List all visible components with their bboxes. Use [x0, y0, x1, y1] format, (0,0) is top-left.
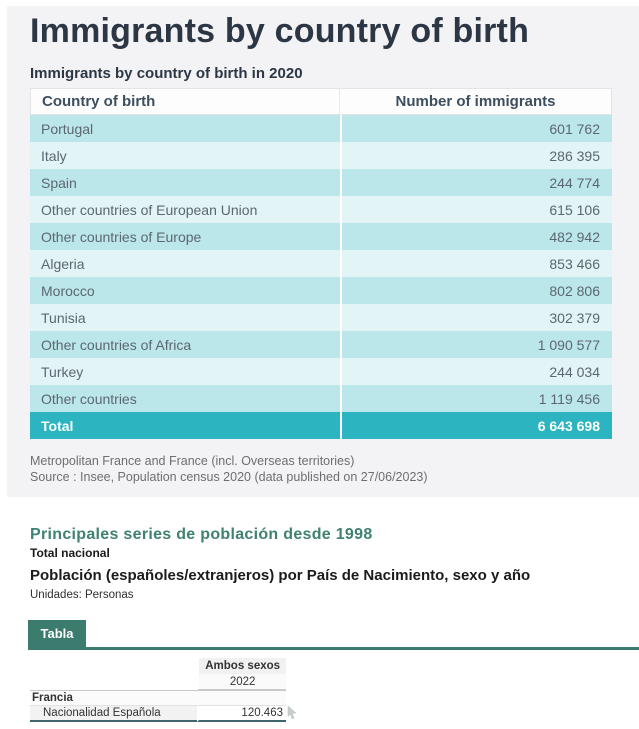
- cell-country: Other countries of European Union: [30, 196, 340, 223]
- ine-header-group-row: Ambos sexos: [30, 658, 286, 674]
- empty-cell: [30, 674, 197, 690]
- cell-value: 286 395: [340, 142, 612, 169]
- row-label-nacionalidad: Nacionalidad Española: [30, 706, 198, 722]
- table-caption: Immigrants by country of birth in 2020: [30, 65, 303, 82]
- table-header-row: Country of birth Number of immigrants: [30, 88, 612, 115]
- cell-value-2022[interactable]: 120.463: [197, 706, 297, 722]
- cell-value: 244 774: [340, 169, 612, 196]
- cell-country: Tunisia: [30, 304, 340, 331]
- value-text: 120.463: [241, 707, 283, 719]
- ine-group-row: Francia: [30, 690, 286, 706]
- ine-data-row: Nacionalidad Española 120.463: [30, 706, 297, 722]
- cell-country: Portugal: [30, 115, 340, 142]
- ine-dataset-title: Población (españoles/extranjeros) por Pa…: [30, 567, 531, 584]
- ine-series-title: Principales series de población desde 19…: [30, 526, 373, 543]
- tab-tabla[interactable]: Tabla: [28, 620, 86, 647]
- immigrants-table: Country of birth Number of immigrants Po…: [30, 88, 612, 439]
- table-footnotes: Metropolitan France and France (incl. Ov…: [30, 453, 428, 485]
- table-total-row: Total 6 643 698: [30, 412, 612, 439]
- cell-value: 1 090 577: [340, 331, 612, 358]
- table-row: Morocco 802 806: [30, 277, 612, 304]
- col-header-number: Number of immigrants: [340, 88, 612, 115]
- ine-data-table: Ambos sexos 2022 Francia Nacionalidad Es…: [30, 658, 297, 722]
- ine-units-label: Unidades: Personas: [30, 589, 134, 601]
- cell-value: 302 379: [340, 304, 612, 331]
- cell-country: Other countries of Europe: [30, 223, 340, 250]
- cell-value: 601 762: [340, 115, 612, 142]
- cell-country: Other countries of Africa: [30, 331, 340, 358]
- empty-cell: [30, 658, 197, 674]
- table-row: Other countries of Europe 482 942: [30, 223, 612, 250]
- table-row: Tunisia 302 379: [30, 304, 612, 331]
- total-value: 6 643 698: [340, 412, 612, 439]
- col-header-country: Country of birth: [30, 88, 340, 115]
- cell-value: 244 034: [340, 358, 612, 385]
- footnote-source: Source : Insee, Population census 2020 (…: [30, 470, 428, 484]
- table-row: Algeria 853 466: [30, 250, 612, 277]
- col-header-sex: Ambos sexos: [197, 658, 286, 674]
- table-row: Turkey 244 034: [30, 358, 612, 385]
- cell-country: Morocco: [30, 277, 340, 304]
- cell-country: Italy: [30, 142, 340, 169]
- table-row: Other countries 1 119 456: [30, 385, 612, 412]
- cell-value: 482 942: [340, 223, 612, 250]
- page-title: Immigrants by country of birth: [30, 12, 530, 50]
- group-label-francia: Francia: [30, 690, 286, 706]
- cell-country: Algeria: [30, 250, 340, 277]
- ine-header-year-row: 2022: [30, 674, 286, 690]
- footnote-scope: Metropolitan France and France (incl. Ov…: [30, 454, 355, 468]
- insee-panel: Immigrants by country of birth Immigrant…: [7, 6, 639, 497]
- cell-value: 615 106: [340, 196, 612, 223]
- total-label: Total: [30, 412, 340, 439]
- table-row: Italy 286 395: [30, 142, 612, 169]
- cell-value: 802 806: [340, 277, 612, 304]
- ine-scope-label: Total nacional: [30, 546, 110, 560]
- table-row: Other countries of Africa 1 090 577: [30, 331, 612, 358]
- table-row: Other countries of European Union 615 10…: [30, 196, 612, 223]
- cell-country: Other countries: [30, 385, 340, 412]
- table-row: Portugal 601 762: [30, 115, 612, 142]
- mouse-cursor-icon: [287, 706, 297, 720]
- col-header-year: 2022: [197, 674, 286, 690]
- cell-value: 853 466: [340, 250, 612, 277]
- cell-country: Spain: [30, 169, 340, 196]
- table-row: Spain 244 774: [30, 169, 612, 196]
- cell-country: Turkey: [30, 358, 340, 385]
- cell-value: 1 119 456: [340, 385, 612, 412]
- tab-underline: [28, 647, 639, 650]
